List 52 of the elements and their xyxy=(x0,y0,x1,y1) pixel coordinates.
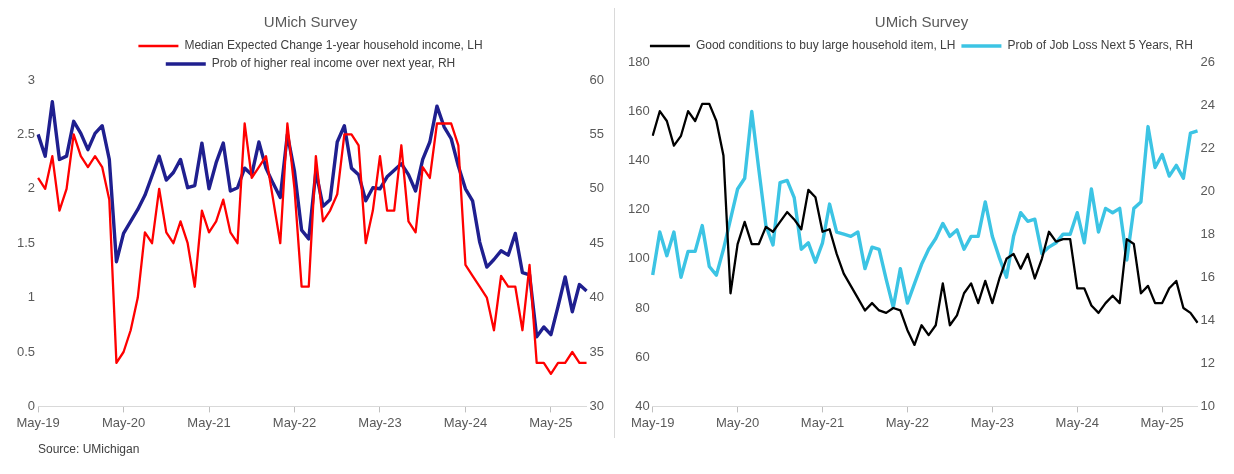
y-tick-label: 2.5 xyxy=(16,125,36,141)
x-tick-label: May-20 xyxy=(101,414,146,430)
y-tick-label: 80 xyxy=(634,299,650,315)
y2-tick-label: 18 xyxy=(1200,225,1215,241)
x-tick-label: May-25 xyxy=(529,414,573,430)
y2-tick-label: 35 xyxy=(589,343,605,359)
y2-tick-label: 26 xyxy=(1200,53,1215,69)
x-tick-label: May-21 xyxy=(800,414,844,430)
x-tick-label: May-24 xyxy=(443,414,488,430)
y-tick-label: 60 xyxy=(634,348,650,364)
x-tick-label: May-19 xyxy=(630,414,674,430)
x-tick-label: May-24 xyxy=(1055,414,1099,430)
y2-tick-label: 16 xyxy=(1200,268,1215,284)
y-tick-label: 0.5 xyxy=(16,343,36,359)
chart-title: UMich Survey xyxy=(263,13,358,31)
y2-tick-label: 30 xyxy=(589,397,605,413)
legend-label: Median Expected Change 1-year household income, LH xyxy=(184,38,483,53)
y-tick-label: 120 xyxy=(627,201,650,217)
x-tick-label: May-25 xyxy=(1139,414,1184,430)
y2-tick-label: 20 xyxy=(1200,182,1215,198)
legend-label: Prob of Job Loss Next 5 Years, RH xyxy=(1006,38,1193,53)
y2-tick-label: 10 xyxy=(1200,397,1215,413)
x-tick-label: May-21 xyxy=(187,414,231,430)
x-tick-label: May-23 xyxy=(970,414,1014,430)
chart-title: UMich Survey xyxy=(874,13,969,31)
y2-tick-label: 12 xyxy=(1200,354,1215,370)
y-tick-label: 1 xyxy=(27,289,36,305)
y-tick-label: 1.5 xyxy=(16,234,36,250)
y2-tick-label: 60 xyxy=(589,71,605,87)
y2-tick-label: 24 xyxy=(1200,96,1215,112)
x-tick-label: May-22 xyxy=(885,414,929,430)
y2-tick-label: 14 xyxy=(1200,311,1215,327)
y-tick-label: 100 xyxy=(627,250,650,266)
x-tick-label: May-19 xyxy=(16,414,60,430)
legend-label: Good conditions to buy large household item, LH xyxy=(695,38,955,53)
y2-tick-label: 40 xyxy=(589,289,605,305)
y2-tick-label: 22 xyxy=(1200,139,1215,155)
y-tick-label: 0 xyxy=(27,397,36,413)
x-tick-label: May-22 xyxy=(272,414,317,430)
y-tick-label: 3 xyxy=(27,71,36,87)
y2-tick-label: 45 xyxy=(589,234,605,250)
y-tick-label: 160 xyxy=(627,102,650,118)
y-tick-label: 180 xyxy=(627,53,650,69)
legend-label: Prob of higher real income over next year, RH xyxy=(211,56,456,71)
source-note: Source: UMichigan xyxy=(38,442,141,456)
x-tick-label: May-23 xyxy=(358,414,402,430)
y-tick-label: 140 xyxy=(627,151,650,167)
y-tick-label: 40 xyxy=(634,397,650,413)
x-tick-label: May-20 xyxy=(715,414,759,430)
y2-tick-label: 50 xyxy=(589,180,605,196)
y-tick-label: 2 xyxy=(27,180,36,196)
y2-tick-label: 55 xyxy=(589,125,605,141)
